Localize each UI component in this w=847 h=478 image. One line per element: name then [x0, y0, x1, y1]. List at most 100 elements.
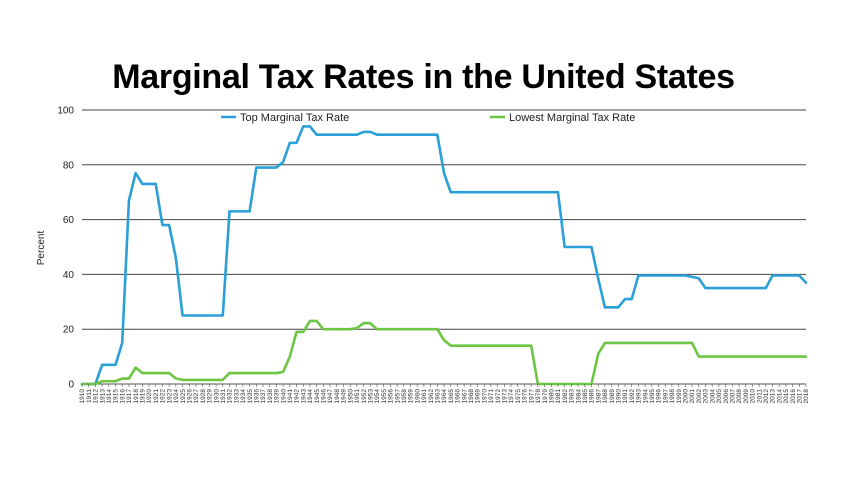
x-tick-label: 1967: [461, 389, 468, 404]
x-tick-label: 2016: [790, 389, 797, 404]
y-axis-ticks: 0 20 40 60 80 100: [57, 106, 74, 391]
x-tick-label: 1939: [274, 389, 281, 404]
x-tick-label: 1951: [354, 389, 361, 404]
x-tick-label: 1938: [267, 389, 274, 404]
x-tick-label: 1944: [307, 389, 314, 404]
x-tick-label: 1952: [361, 389, 368, 404]
x-tick-label: 2017: [796, 389, 803, 404]
x-tick-label: 1936: [253, 389, 260, 404]
x-tick-label: 1922: [160, 389, 167, 404]
x-tick-label: 1958: [401, 389, 408, 404]
x-tick-label: 1955: [381, 389, 388, 404]
x-tick-label: 1949: [341, 389, 348, 404]
x-tick-label: 1996: [656, 389, 663, 404]
legend-label-lowest-rate: Lowest Marginal Tax Rate: [509, 112, 635, 124]
x-tick-label: 1994: [642, 389, 649, 404]
x-tick-label: 1934: [240, 389, 247, 404]
x-tick-label: 1990: [615, 389, 622, 404]
x-tick-label: 2007: [729, 389, 736, 404]
x-tick-label: 1969: [475, 389, 482, 404]
x-tick-label: 1974: [508, 389, 515, 404]
series-lines: [80, 125, 808, 386]
y-tick-label: 20: [63, 325, 75, 336]
x-tick-label: 2009: [743, 389, 750, 404]
x-tick-label: 2010: [750, 389, 757, 404]
x-tick-label: 1910: [79, 389, 86, 404]
x-tick-label: 1914: [106, 389, 113, 404]
x-tick-label: 1998: [669, 389, 676, 404]
x-tick-label: 1954: [374, 389, 381, 404]
x-tick-label: 1953: [367, 389, 374, 404]
x-tick-label: 1957: [394, 389, 401, 404]
x-tick-label: 1988: [602, 389, 609, 404]
x-tick-label: 1983: [569, 389, 576, 404]
x-tick-label: 2014: [776, 389, 783, 404]
x-tick-label: 1976: [522, 389, 529, 404]
x-tick-label: 1915: [113, 389, 120, 404]
x-tick-label: 1991: [622, 389, 629, 404]
x-tick-label: 1981: [555, 389, 562, 404]
x-tick-label: 1963: [434, 389, 441, 404]
x-tick-label: 2011: [756, 389, 763, 403]
gridlines: [82, 109, 806, 385]
x-tick-label: 1959: [408, 389, 415, 404]
x-tick-label: 1927: [193, 389, 200, 404]
x-tick-label: 2012: [763, 389, 770, 404]
x-tick-label: 1989: [609, 389, 616, 404]
x-tick-label: 1973: [502, 389, 509, 404]
x-tick-label: 1978: [535, 389, 542, 404]
x-tick-label: 1964: [441, 389, 448, 404]
x-tick-label: 1919: [140, 389, 147, 404]
y-tick-label: 60: [63, 215, 75, 226]
x-tick-label: 2004: [709, 389, 716, 404]
x-tick-label: 1911: [86, 389, 93, 403]
x-tick-label: 1966: [455, 389, 462, 404]
x-tick-label: 1930: [213, 389, 220, 404]
x-tick-label: 1932: [227, 389, 234, 404]
y-tick-label: 0: [68, 380, 74, 391]
x-tick-label: 1937: [260, 389, 267, 404]
x-tick-label: 1933: [233, 389, 240, 404]
x-tick-label: 1921: [153, 389, 160, 404]
x-tick-label: 1970: [481, 389, 488, 404]
x-tick-label: 2002: [696, 389, 703, 404]
x-tick-label: 1913: [99, 389, 106, 404]
x-tick-label: 1935: [247, 389, 254, 404]
x-tick-label: 1980: [548, 389, 555, 404]
x-tick-label: 1999: [676, 389, 683, 404]
series-line-top-rate: [80, 125, 808, 386]
x-tick-label: 2001: [689, 389, 696, 404]
x-tick-label: 1945: [314, 389, 321, 404]
chart-title: Marginal Tax Rates in the United States: [112, 58, 735, 96]
legend-label-top-rate: Top Marginal Tax Rate: [240, 112, 349, 124]
legend: Top Marginal Tax Rate Lowest Marginal Ta…: [221, 112, 635, 124]
x-tick-label: 1968: [468, 389, 475, 404]
x-tick-label: 1942: [294, 389, 301, 404]
x-tick-label: 1956: [388, 389, 395, 404]
x-tick-label: 1985: [582, 389, 589, 404]
x-tick-label: 1962: [428, 389, 435, 404]
series-line-lowest-rate: [80, 319, 808, 386]
x-tick-label: 2008: [736, 389, 743, 404]
x-tick-label: 1975: [515, 389, 522, 404]
x-tick-label: 2018: [803, 389, 810, 404]
x-tick-label: 2000: [683, 389, 690, 404]
x-tick-label: 1965: [448, 389, 455, 404]
x-tick-label: 2015: [783, 389, 790, 404]
x-tick-label: 1986: [589, 389, 596, 404]
x-tick-label: 1929: [207, 389, 214, 404]
y-tick-label: 80: [63, 160, 75, 171]
x-tick-label: 1987: [595, 389, 602, 404]
x-tick-label: 1923: [166, 389, 173, 404]
x-tick-label: 1997: [662, 389, 669, 404]
x-tick-label: 1912: [93, 389, 100, 404]
x-tick-label: 1977: [528, 389, 535, 404]
x-tick-label: 1928: [200, 389, 207, 404]
x-tick-label: 1947: [327, 389, 334, 404]
x-axis-ticks: 1910 1911 1912 1913 1914 1915 1916 1917 1918 1919…: [79, 384, 810, 403]
x-tick-label: 1941: [287, 389, 294, 404]
x-tick-label: 1972: [495, 389, 502, 404]
x-tick-label: 1971: [488, 389, 495, 404]
x-tick-label: 1984: [575, 389, 582, 404]
